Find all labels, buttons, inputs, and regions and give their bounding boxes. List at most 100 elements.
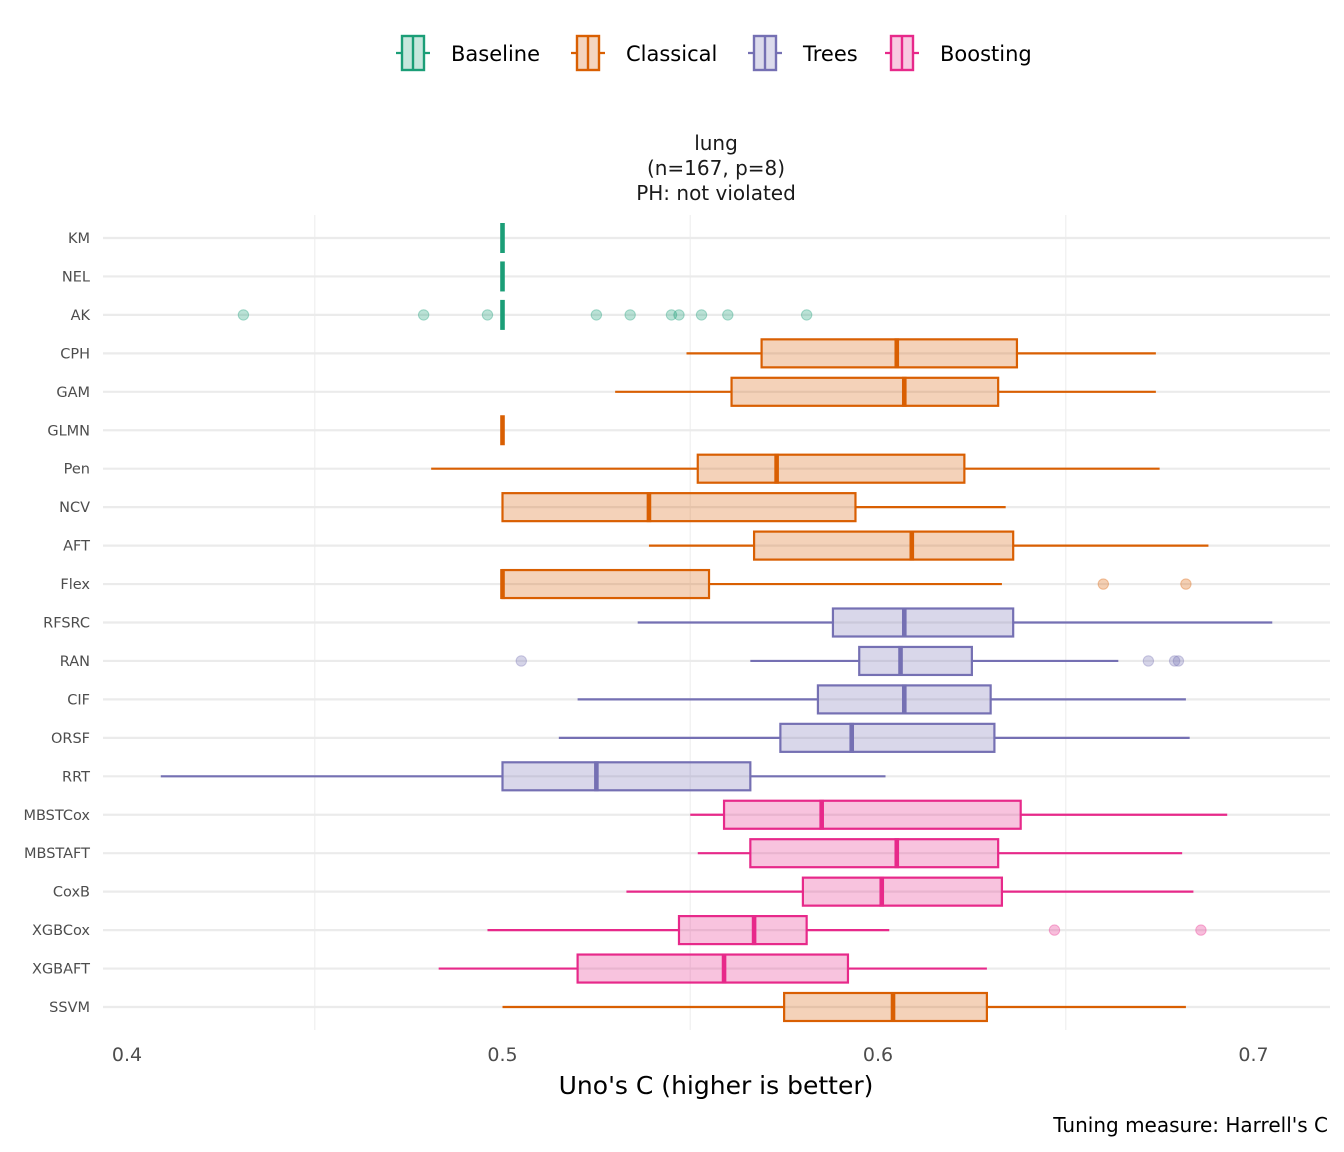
y-tick-label-flex: Flex (60, 577, 90, 593)
box-cif (577, 684, 1186, 715)
median-bar (646, 492, 652, 523)
x-axis-title: Uno's C (higher is better) (559, 1071, 874, 1100)
boxes (160, 223, 1273, 1023)
median-bar (898, 645, 903, 676)
median-bar (901, 376, 907, 407)
outlier-point (515, 655, 527, 667)
iqr-box (858, 645, 973, 677)
median-bar (879, 876, 885, 907)
legend: Baseline Classical Trees Boosting (396, 34, 1032, 72)
box-ak (237, 299, 813, 330)
box-pen (431, 453, 1160, 484)
box-rfsrc (637, 607, 1273, 638)
median-bar (901, 684, 907, 715)
iqr-box (779, 722, 996, 753)
box-xgbcox (487, 914, 1207, 946)
facet-title: lung (n=167, p=8) PH: not violated (636, 131, 796, 205)
y-axis-tick-labels: KM NEL AK CPH GAM GLMN Pen NCV AFT Flex RFSRC RAN CI… (23, 231, 90, 1016)
iqr-box (576, 953, 850, 984)
box-rrt (160, 761, 886, 792)
y-tick-label-nel: NEL (62, 269, 90, 285)
y-tick-label-rrt: RRT (62, 769, 90, 785)
median-bar (500, 415, 505, 446)
box-mbstaft (697, 838, 1183, 869)
legend-label-trees: Trees (802, 42, 858, 66)
box-xgbaft (438, 953, 987, 984)
median-bar (819, 799, 824, 830)
outlier-point (590, 309, 603, 321)
median-bar (890, 992, 896, 1022)
box-gam (615, 376, 1156, 407)
median-bar (594, 761, 599, 792)
iqr-box (501, 761, 752, 792)
box-aft (648, 530, 1209, 561)
median-bar (500, 223, 505, 253)
iqr-box (783, 991, 988, 1023)
x-tick-label: 0.6 (863, 1044, 893, 1066)
iqr-box (677, 914, 808, 946)
outlier-point (673, 309, 685, 321)
y-tick-label-cph: CPH (60, 346, 90, 362)
outlier-point (417, 309, 430, 321)
outlier-point (665, 309, 678, 321)
iqr-box (501, 568, 711, 600)
outlier-point (695, 309, 708, 321)
y-tick-label-orsf: ORSF (51, 731, 90, 747)
median-bar (721, 953, 727, 984)
median-bar (500, 299, 505, 330)
box-km (500, 223, 505, 253)
outlier-point (800, 309, 813, 321)
y-tick-label-mbstcox: MBSTCox (23, 808, 90, 824)
median-bar (500, 569, 505, 600)
outlier-point (1195, 924, 1207, 936)
iqr-box (722, 799, 1022, 830)
box-ssvm (502, 991, 1186, 1023)
y-tick-label-ssvm: SSVM (49, 1000, 90, 1016)
y-tick-label-aft: AFT (63, 539, 90, 555)
y-tick-label-ran: RAN (60, 654, 90, 670)
outlier-point (1172, 655, 1185, 667)
box-orsf (558, 722, 1190, 753)
y-tick-label-gam: GAM (56, 385, 90, 401)
y-tick-label-ak: AK (71, 308, 91, 324)
iqr-box (696, 453, 966, 484)
outlier-point (624, 309, 636, 321)
box-coxb (626, 876, 1194, 907)
box-ncv (501, 492, 1006, 523)
legend-key-trees-icon (748, 34, 782, 72)
median-bar (909, 530, 915, 561)
legend-key-boosting-icon (885, 34, 919, 72)
y-tick-label-km: KM (68, 231, 90, 247)
y-tick-label-pen: Pen (64, 462, 90, 478)
outlier-point (237, 309, 250, 321)
x-tick-label: 0.4 (112, 1044, 142, 1066)
y-tick-label-ncv: NCV (59, 500, 90, 516)
outlier-point (481, 309, 494, 321)
y-tick-label-xgbaft: XGBAFT (32, 962, 90, 978)
legend-item-boosting: Boosting (885, 34, 1032, 72)
y-tick-label-coxb: CoxB (53, 885, 90, 901)
legend-item-classical: Classical (571, 34, 717, 72)
legend-key-baseline-icon (396, 34, 430, 72)
iqr-box (730, 376, 1000, 407)
y-tick-label-mbstaft: MBSTAFT (24, 846, 90, 862)
caption: Tuning measure: Harrell's C (1052, 1113, 1328, 1137)
facet-title-line-2: (n=167, p=8) (647, 156, 785, 180)
facet-title-line-3: PH: not violated (636, 181, 796, 205)
x-axis-tick-labels: 0.4 0.5 0.6 0.7 (112, 1044, 1269, 1066)
x-tick-label: 0.5 (487, 1044, 517, 1066)
y-tick-label-glmn: GLMN (47, 423, 90, 439)
median-bar (894, 338, 900, 369)
y-tick-label-rfsrc: RFSRC (43, 616, 90, 632)
median-bar (500, 261, 505, 292)
y-tick-label-cif: CIF (67, 692, 90, 708)
legend-label-classical: Classical (626, 42, 717, 66)
box-glmn (500, 415, 505, 446)
legend-key-classical-icon (571, 34, 605, 72)
box-nel (500, 261, 505, 292)
iqr-box (831, 607, 1015, 638)
legend-item-baseline: Baseline (396, 34, 540, 72)
outlier-point (1048, 924, 1061, 936)
outlier-point (722, 309, 734, 321)
